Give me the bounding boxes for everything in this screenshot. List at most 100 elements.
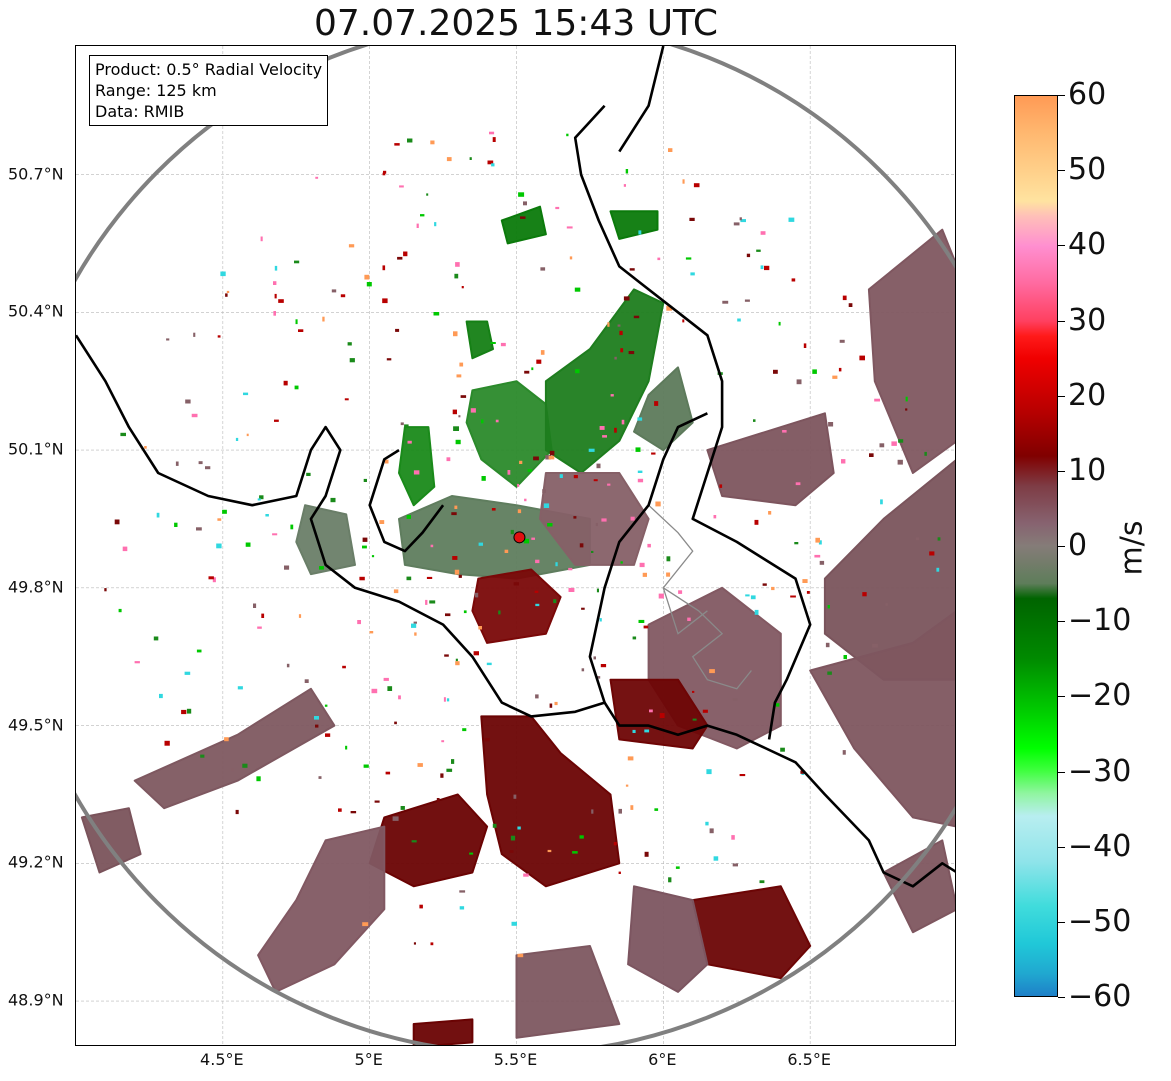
speckle <box>429 600 436 604</box>
speckle <box>452 556 458 560</box>
velocity-area-brown-far-east <box>882 839 955 934</box>
velocity-area-brown-southwest-2 <box>80 807 142 874</box>
speckle <box>600 664 607 668</box>
speckle <box>306 472 311 476</box>
lat-tick-label: 50.4°N <box>8 301 64 321</box>
speckle <box>572 851 578 854</box>
speckle <box>596 588 599 593</box>
speckle <box>510 835 516 841</box>
speckle <box>543 503 550 508</box>
speckle <box>618 808 622 814</box>
colorbar-tick-label: 60 <box>1068 77 1107 112</box>
speckle <box>602 435 607 438</box>
speckle <box>441 740 445 743</box>
speckle <box>540 267 546 271</box>
speckle <box>639 562 645 568</box>
velocity-area-maroon-southeast <box>691 885 812 980</box>
speckle <box>413 470 420 475</box>
speckle <box>591 550 594 553</box>
speckle <box>186 708 192 714</box>
speckle <box>458 415 461 418</box>
speckle <box>458 574 462 578</box>
speckle <box>490 342 496 344</box>
lon-tick-label: 6.5°E <box>787 1050 831 1069</box>
speckle <box>732 698 738 701</box>
speckle <box>796 379 802 385</box>
speckle <box>638 619 645 623</box>
speckle <box>446 157 452 162</box>
speckle <box>166 338 170 341</box>
speckle <box>573 516 577 519</box>
speckle <box>549 450 555 456</box>
colorbar-tick-mark <box>1058 621 1065 623</box>
speckle <box>369 631 374 634</box>
product-label: Product: 0.5° Radial Velocity <box>95 60 323 79</box>
speckle <box>719 484 723 488</box>
speckle <box>273 281 277 285</box>
speckle <box>523 538 530 544</box>
speckle <box>869 453 874 457</box>
speckle <box>430 544 434 548</box>
country-border-4 <box>368 448 445 553</box>
speckle <box>243 392 249 396</box>
speckle <box>395 328 400 332</box>
speckle <box>666 305 673 311</box>
speckle <box>274 293 277 299</box>
speckle <box>702 709 708 713</box>
speckle <box>411 840 417 843</box>
speckle <box>905 396 908 402</box>
speckle <box>791 278 796 282</box>
speckle <box>414 632 417 636</box>
speckle <box>814 554 821 558</box>
speckle <box>534 590 539 593</box>
speckle <box>469 157 472 160</box>
speckle <box>601 518 607 522</box>
speckle <box>387 686 393 691</box>
speckle <box>568 587 575 592</box>
speckle <box>459 890 466 893</box>
speckle <box>771 586 775 591</box>
speckle <box>134 661 140 664</box>
speckle <box>500 342 506 347</box>
speckle <box>531 367 534 371</box>
colorbar-tick-mark <box>1058 921 1065 923</box>
colorbar-tick-mark <box>1058 997 1065 998</box>
country-border-2 <box>618 46 665 153</box>
speckle <box>841 459 846 464</box>
speckle <box>463 610 467 614</box>
speckle <box>657 257 661 261</box>
speckle <box>759 880 765 884</box>
speckle <box>294 260 300 264</box>
speckle <box>599 618 602 622</box>
map-canvas[interactable] <box>76 46 956 1046</box>
speckle <box>374 800 380 803</box>
colorbar-unit-label: m/s <box>1114 520 1150 576</box>
product-info-box: Product: 0.5° Radial Velocity Range: 125… <box>89 55 329 126</box>
speckle <box>607 322 610 327</box>
speckle <box>426 193 429 196</box>
speckle <box>164 740 170 746</box>
speckle <box>848 303 853 307</box>
speckle <box>647 543 651 548</box>
colorbar-tick-label: 30 <box>1068 302 1107 338</box>
colorbar-tick-label: −60 <box>1068 979 1132 1014</box>
speckle <box>754 519 759 525</box>
speckle <box>122 546 128 552</box>
speckle <box>760 231 766 235</box>
speckle <box>637 478 644 483</box>
speckle <box>668 148 673 152</box>
speckle <box>819 560 825 565</box>
speckle <box>929 551 935 556</box>
speckle <box>384 459 389 464</box>
speckle <box>523 873 529 877</box>
radar-map[interactable]: Product: 0.5° Radial Velocity Range: 125… <box>75 45 956 1046</box>
colorbar-tick-mark <box>1058 320 1065 322</box>
speckle <box>633 315 640 319</box>
speckle <box>842 750 846 755</box>
speckle <box>349 358 355 363</box>
speckle <box>507 470 511 475</box>
speckle <box>610 394 614 397</box>
velocity-area-green-north-core <box>465 380 553 488</box>
admin-border-0 <box>648 504 752 690</box>
speckle <box>246 433 249 437</box>
